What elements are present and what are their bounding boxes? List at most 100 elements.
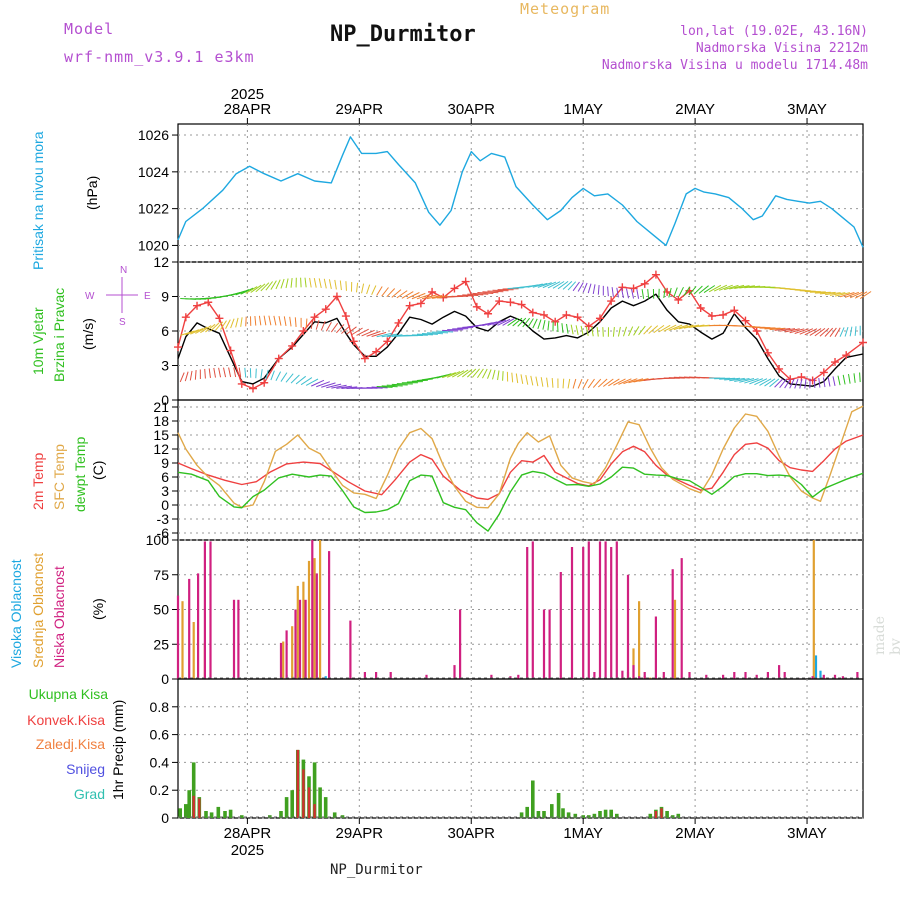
wind-barb bbox=[235, 289, 250, 296]
wind-barb bbox=[859, 291, 872, 299]
bar-konvek-kisa bbox=[654, 811, 658, 818]
wind-barb bbox=[432, 331, 449, 334]
wind-barb bbox=[381, 287, 389, 297]
gust-marker bbox=[383, 337, 392, 346]
wind-barb bbox=[336, 385, 353, 389]
compass-e: E bbox=[144, 291, 151, 302]
wind-barb bbox=[376, 332, 392, 338]
legend-snow: Snijeg bbox=[66, 761, 105, 777]
wind-barb bbox=[779, 328, 796, 332]
bar-konvek-kisa bbox=[660, 808, 663, 818]
bar-niska-oblacnost bbox=[766, 672, 769, 679]
bar-niska-oblacnost bbox=[237, 599, 240, 679]
wind-barb bbox=[859, 372, 861, 383]
wind-barb bbox=[361, 329, 375, 337]
wind-barb bbox=[834, 327, 841, 337]
wind-barb bbox=[663, 324, 677, 332]
wind-barb bbox=[300, 377, 313, 386]
gust-marker bbox=[226, 346, 235, 355]
bar-niska-oblacnost bbox=[294, 609, 297, 679]
wind-barb bbox=[244, 367, 247, 378]
wind-barb bbox=[739, 378, 755, 383]
wind-barb bbox=[376, 286, 383, 296]
bar-srednja-oblacnost bbox=[313, 558, 316, 679]
wind-barb bbox=[582, 282, 588, 293]
wind-barb bbox=[294, 317, 297, 327]
bar-ukupna-kisa bbox=[550, 804, 554, 818]
wind-barb bbox=[591, 326, 594, 337]
model-label: Model bbox=[64, 20, 115, 38]
wind-barb bbox=[345, 281, 347, 291]
wind-barb bbox=[596, 326, 599, 337]
bar-srednja-oblacnost bbox=[673, 599, 677, 679]
y-tick-label: 3 bbox=[161, 483, 169, 499]
gust-marker bbox=[752, 327, 761, 335]
bar-niska-oblacnost bbox=[654, 616, 657, 679]
wind-barb bbox=[794, 328, 809, 334]
wind-barb bbox=[215, 321, 224, 331]
wind-barb bbox=[572, 281, 580, 292]
bar-niska-oblacnost bbox=[680, 558, 683, 679]
wind-barb bbox=[562, 378, 565, 389]
gust-marker bbox=[215, 314, 224, 323]
wind-barb bbox=[511, 372, 514, 383]
legend-total-rain: Ukupna Kisa bbox=[28, 686, 108, 702]
gust-marker bbox=[584, 322, 593, 331]
wind-barb bbox=[703, 285, 716, 293]
gust-marker bbox=[651, 270, 660, 279]
compass-n: N bbox=[120, 265, 127, 276]
wind-barb bbox=[321, 382, 336, 388]
legend-freezing-rain: Zaledj.Kisa bbox=[35, 736, 105, 752]
gust-marker bbox=[405, 301, 414, 310]
wind-barb bbox=[371, 285, 377, 295]
wind-barb bbox=[492, 289, 509, 292]
wind-barb bbox=[789, 328, 805, 334]
y-tick-label: 0 bbox=[161, 810, 169, 826]
y-tick-label: 0.4 bbox=[150, 754, 170, 770]
y-tick-label: 18 bbox=[153, 413, 169, 429]
bar-niska-oblacnost bbox=[203, 541, 206, 679]
wind-barb bbox=[799, 378, 803, 389]
bar-ukupna-kisa bbox=[615, 813, 619, 818]
wind-barb bbox=[540, 377, 544, 387]
wind-barb bbox=[832, 376, 836, 386]
bar-niska-oblacnost bbox=[671, 569, 674, 679]
y-tick-label: 15 bbox=[153, 427, 169, 443]
wind-barb bbox=[436, 373, 452, 379]
wind-barb bbox=[457, 327, 474, 329]
wind-barb bbox=[575, 325, 579, 335]
wind-barb bbox=[270, 280, 277, 290]
wind-barb bbox=[749, 378, 763, 385]
bar-niska-oblacnost bbox=[638, 676, 641, 679]
bar-niska-oblacnost bbox=[453, 665, 456, 679]
wind-barb bbox=[391, 289, 402, 298]
bar-ukupna-kisa bbox=[665, 811, 669, 818]
y-tick-label: 9 bbox=[161, 289, 169, 305]
wind-barb bbox=[235, 317, 239, 328]
wind-barb bbox=[678, 324, 694, 330]
wind-barb bbox=[280, 372, 288, 382]
wind-barb bbox=[328, 279, 332, 289]
wind-barb bbox=[759, 378, 772, 386]
gust-marker bbox=[310, 313, 319, 322]
y-tick-label: 12 bbox=[153, 441, 169, 457]
bar-ukupna-kisa bbox=[603, 809, 608, 818]
bar-niska-oblacnost bbox=[328, 551, 331, 679]
gust-marker bbox=[299, 327, 308, 335]
wind-barb bbox=[401, 291, 414, 299]
wind-barb bbox=[608, 378, 620, 387]
bar-niska-oblacnost bbox=[375, 672, 378, 679]
wind-barb bbox=[678, 286, 684, 297]
series-2m-temp-line bbox=[177, 434, 864, 501]
wind-barb bbox=[361, 283, 365, 294]
wind-barb bbox=[356, 328, 369, 336]
wind-barb bbox=[431, 295, 448, 299]
wind-barb bbox=[824, 327, 834, 337]
wind-barb bbox=[285, 278, 289, 289]
wind-barb bbox=[386, 334, 403, 338]
bar-srednja-oblacnost bbox=[649, 677, 652, 679]
wind-barb bbox=[643, 325, 652, 335]
gust-marker bbox=[573, 313, 582, 322]
wind-barb bbox=[313, 278, 317, 288]
